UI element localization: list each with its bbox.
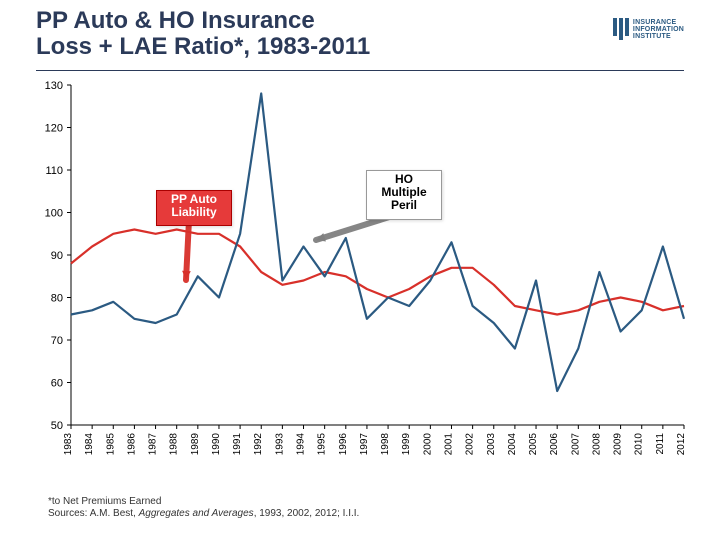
svg-text:2001: 2001 <box>443 433 454 456</box>
svg-text:2007: 2007 <box>570 433 581 456</box>
title-line-2: Loss + LAE Ratio*, 1983-2011 <box>36 33 370 60</box>
svg-text:2005: 2005 <box>528 433 539 456</box>
header: PP Auto & HO Insurance Loss + LAE Ratio*… <box>36 8 684 68</box>
svg-text:1993: 1993 <box>274 433 285 456</box>
svg-text:1988: 1988 <box>169 433 180 456</box>
sources-tail: , 1993, 2002, 2012; I.I.I. <box>254 508 360 519</box>
svg-text:2004: 2004 <box>507 433 518 456</box>
svg-text:2002: 2002 <box>465 433 476 456</box>
svg-text:1994: 1994 <box>296 433 307 456</box>
svg-text:2006: 2006 <box>549 433 560 456</box>
svg-text:1986: 1986 <box>126 433 137 456</box>
page-title: PP Auto & HO Insurance Loss + LAE Ratio*… <box>36 8 684 61</box>
svg-text:1983: 1983 <box>63 433 74 456</box>
svg-text:90: 90 <box>51 250 63 262</box>
svg-text:1991: 1991 <box>232 433 243 456</box>
chart-area: 50 60 70 80 90 100 110 120 130 1983 1984 1985 1986 19… <box>36 80 686 480</box>
svg-text:2009: 2009 <box>613 433 624 456</box>
svg-text:1990: 1990 <box>211 433 222 456</box>
svg-text:130: 130 <box>45 80 63 92</box>
footnote-sources: Sources: A.M. Best, Aggregates and Avera… <box>48 508 359 520</box>
svg-text:2012: 2012 <box>676 433 686 456</box>
svg-text:1998: 1998 <box>380 433 391 456</box>
svg-text:1997: 1997 <box>359 433 370 456</box>
svg-text:2011: 2011 <box>655 433 666 455</box>
svg-text:2008: 2008 <box>591 433 602 456</box>
svg-text:1989: 1989 <box>190 433 201 456</box>
svg-text:2010: 2010 <box>634 433 645 456</box>
svg-text:1995: 1995 <box>317 433 328 456</box>
iii-logo: INSURANCE INFORMATION INSTITUTE <box>613 18 684 40</box>
logo-text: INSURANCE INFORMATION INSTITUTE <box>633 19 684 40</box>
svg-text:110: 110 <box>45 165 63 177</box>
svg-text:2003: 2003 <box>486 433 497 456</box>
svg-text:70: 70 <box>51 335 63 347</box>
logo-line-2: INFORMATION <box>633 26 684 33</box>
footnote-note: *to Net Premiums Earned <box>48 496 359 508</box>
logo-line-1: INSURANCE <box>633 19 684 26</box>
svg-text:1985: 1985 <box>105 433 116 456</box>
header-rule <box>36 70 684 71</box>
footnote: *to Net Premiums Earned Sources: A.M. Be… <box>48 496 359 520</box>
svg-text:1984: 1984 <box>84 433 95 456</box>
svg-text:120: 120 <box>45 123 63 135</box>
sources-label: Sources: A.M. Best, <box>48 508 139 519</box>
title-line-1: PP Auto & HO Insurance <box>36 7 315 34</box>
svg-text:80: 80 <box>51 293 63 305</box>
callout-pp-auto: PP AutoLiability <box>156 190 232 226</box>
svg-text:1987: 1987 <box>148 433 159 456</box>
line-chart: 50 60 70 80 90 100 110 120 130 1983 1984 1985 1986 19… <box>36 80 686 480</box>
svg-text:60: 60 <box>51 378 63 390</box>
svg-text:100: 100 <box>45 208 63 220</box>
svg-text:50: 50 <box>51 420 63 432</box>
callout-ho-peril: HOMultiplePeril <box>366 170 442 220</box>
svg-text:2000: 2000 <box>422 433 433 456</box>
logo-line-3: INSTITUTE <box>633 33 684 40</box>
logo-bars-icon <box>613 18 629 40</box>
svg-text:1996: 1996 <box>338 433 349 456</box>
sources-ital: Aggregates and Averages <box>139 508 254 519</box>
slide: PP Auto & HO Insurance Loss + LAE Ratio*… <box>0 0 720 540</box>
svg-text:1999: 1999 <box>401 433 412 456</box>
svg-text:1992: 1992 <box>253 433 264 456</box>
